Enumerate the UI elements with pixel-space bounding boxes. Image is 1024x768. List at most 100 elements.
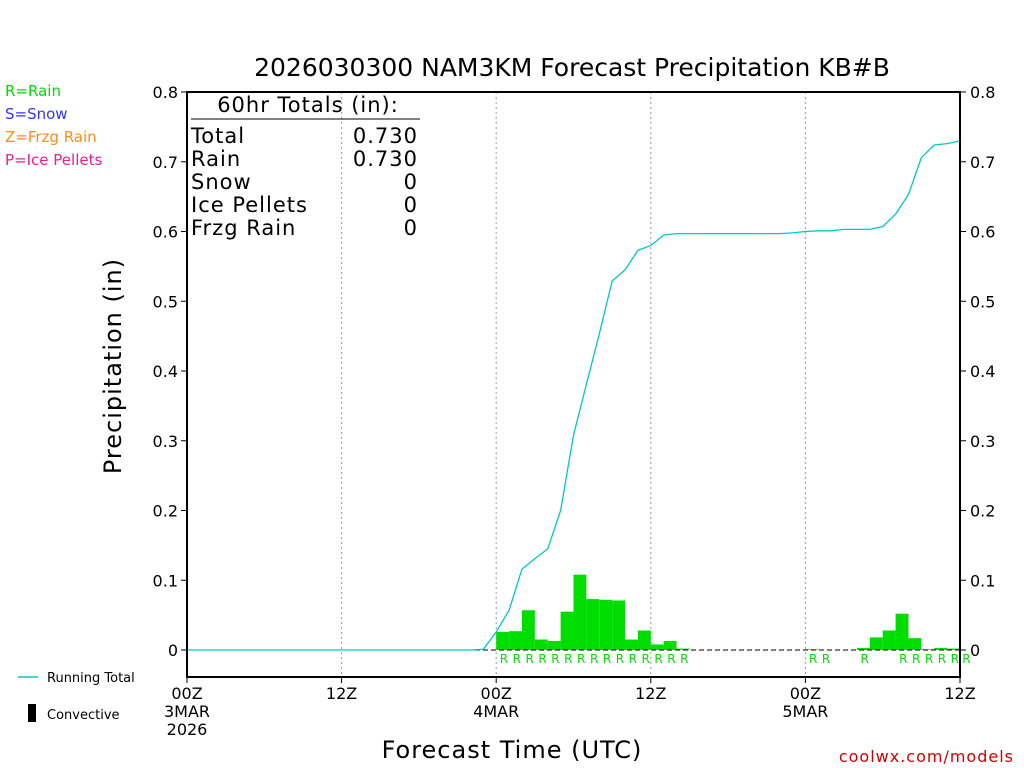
x-tick-label: 2026 <box>167 720 208 739</box>
y-tick-label-right: 0.1 <box>970 571 995 590</box>
x-axis-label: Forecast Time (UTC) <box>382 736 643 764</box>
totals-row-value: 0 <box>404 193 418 217</box>
y-tick-label-left: 0.2 <box>153 502 178 521</box>
y-tick-label-left: 0.7 <box>153 153 178 172</box>
precip-bar-56h <box>895 613 909 650</box>
x-tick-label: 3MAR <box>164 702 210 721</box>
precip-bar-54h <box>869 637 883 650</box>
y-axis-ticks: 0 00.1 0.10.2 0.20.3 0.30.4 0.40.5 0.50.6 0.60.… <box>153 83 996 660</box>
y-tick-label-left: 0.5 <box>153 292 178 311</box>
ptype-marker: R <box>513 652 521 666</box>
x-tick-label: 4MAR <box>473 702 519 721</box>
ptype-marker: R <box>912 652 920 666</box>
precip-bar-59h <box>934 647 948 650</box>
precip-bar-55h <box>882 630 896 650</box>
running-total-polyline <box>187 140 961 651</box>
x-tick-label: 00Z <box>790 684 821 703</box>
totals-row-label: Frzg Rain <box>191 216 296 240</box>
ptype-marker: R <box>538 652 546 666</box>
precip-bar-37h <box>650 644 664 650</box>
totals-row-value: 0.730 <box>353 147 418 171</box>
running-total-legend-label: Running Total <box>47 671 135 686</box>
ptype-legend-entry: Z=Frzg Rain <box>5 128 97 146</box>
y-axis-label: Precipitation (in) <box>99 258 127 474</box>
ptype-marker: R <box>577 652 585 666</box>
ptype-legend: R=Rain S=Snow Z=Frzg Rain P=Ice Pellets <box>5 82 102 169</box>
ptype-legend-entry: P=Ice Pellets <box>5 151 102 169</box>
ptype-marker: R <box>667 652 675 666</box>
precip-bar-26h <box>509 631 522 650</box>
precip-bar-29h <box>547 640 561 650</box>
precip-bar-53h <box>856 647 870 650</box>
running-total-line <box>187 140 961 651</box>
ptype-marker: R <box>603 652 611 666</box>
ptype-marker: R <box>590 652 598 666</box>
y-tick-label-left: 0.1 <box>153 571 178 590</box>
totals-row-label: Snow <box>191 170 252 194</box>
hourly-precip-bars <box>496 574 960 650</box>
y-tick-label-left: 0.3 <box>153 432 178 451</box>
y-tick-label-right: 0.2 <box>970 502 995 521</box>
precip-bar-27h <box>521 610 535 650</box>
ptype-marker: R <box>564 652 572 666</box>
credit-text: coolwx.com/models <box>839 747 1014 766</box>
ptype-legend-entry: S=Snow <box>5 105 68 123</box>
y-tick-label-right: 0 <box>970 641 980 660</box>
x-tick-label: 5MAR <box>782 702 828 721</box>
totals-row-label: Rain <box>191 147 241 171</box>
precip-bar-36h <box>637 630 651 650</box>
precip-bar-28h <box>534 639 548 650</box>
x-tick-label: 12Z <box>326 684 357 703</box>
y-tick-label-right: 0.3 <box>970 432 995 451</box>
y-tick-label-right: 0.8 <box>970 83 995 102</box>
ptype-marker: R <box>938 652 946 666</box>
x-tick-label: 00Z <box>171 684 202 703</box>
precip-bar-30h <box>560 611 574 650</box>
series-legend: Running Total Convective <box>18 671 135 723</box>
y-tick-label-left: 0.6 <box>153 223 178 242</box>
totals-header: 60hr Totals (in): <box>217 93 399 117</box>
precip-bar-33h <box>599 599 613 650</box>
precip-bar-60h <box>947 648 960 650</box>
precip-bar-32h <box>586 599 600 650</box>
ptype-marker: R <box>860 652 868 666</box>
y-tick-label-left: 0.8 <box>153 83 178 102</box>
totals-row-label: Ice Pellets <box>191 193 308 217</box>
precip-bar-25h <box>496 631 510 650</box>
ptype-marker: R <box>629 652 637 666</box>
chart-title: 2026030300 NAM3KM Forecast Precipitation… <box>254 53 890 82</box>
precip-bar-31h <box>573 574 587 650</box>
totals-row-value: 0 <box>404 170 418 194</box>
ptype-marker: R <box>551 652 559 666</box>
ptype-marker: R <box>680 652 688 666</box>
precip-bar-39h <box>676 648 690 650</box>
ptype-marker: R <box>925 652 933 666</box>
ptype-marker: R <box>654 652 662 666</box>
ptype-marker: R <box>899 652 907 666</box>
y-tick-label-right: 0.7 <box>970 153 995 172</box>
totals-row-value: 0 <box>404 216 418 240</box>
precip-bar-38h <box>663 640 677 650</box>
y-tick-label-right: 0.6 <box>970 223 995 242</box>
ptype-marker: R <box>951 652 959 666</box>
y-tick-label-right: 0.4 <box>970 362 995 381</box>
ptype-marker: R <box>500 652 508 666</box>
ptype-marker: R <box>616 652 624 666</box>
ptype-legend-entry: R=Rain <box>5 82 61 100</box>
precip-bar-34h <box>612 600 626 650</box>
ptype-marker: R <box>822 652 830 666</box>
y-tick-label-right: 0.5 <box>970 292 995 311</box>
ptype-marker: R <box>526 652 534 666</box>
x-tick-label: 12Z <box>944 684 975 703</box>
totals-row-value: 0.730 <box>353 124 418 148</box>
precip-bar-35h <box>625 639 638 650</box>
totals-box: 60hr Totals (in): Total 0.730 Rain 0.730 Snow… <box>190 93 420 240</box>
y-tick-label-left: 0.4 <box>153 362 178 381</box>
convective-legend-label: Convective <box>47 708 120 723</box>
precip-bar-57h <box>908 638 922 650</box>
x-tick-label: 12Z <box>635 684 666 703</box>
ptype-marker: R <box>641 652 649 666</box>
